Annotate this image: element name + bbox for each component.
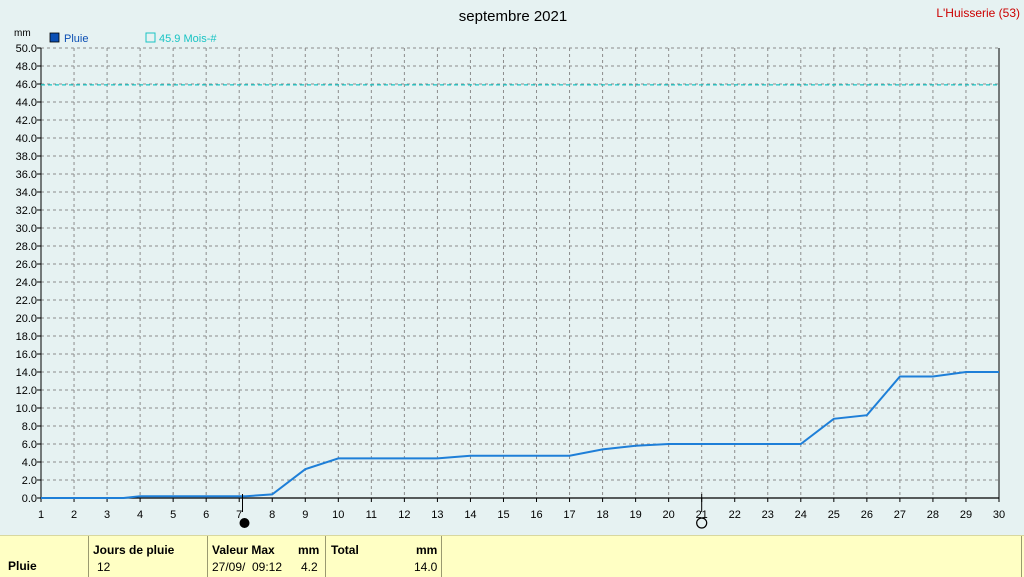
- x-tick-label: 5: [170, 509, 176, 521]
- stats-panel: Pluie Jours de pluie 12 Valeur Max mm 27…: [0, 535, 1024, 577]
- x-axis: 1 2 3 4 5 6 7 8 9 10 11 12 13 14 15 16 17 18 19 20 21 22 23 24 2…: [38, 497, 1005, 521]
- y-tick-label: 40.0: [16, 133, 37, 145]
- x-tick-label: 11: [366, 509, 377, 521]
- divider: [441, 536, 442, 577]
- x-tick-label: 16: [530, 509, 542, 521]
- x-tick-label: 7: [236, 509, 242, 521]
- y-tick-label: 46.0: [16, 79, 37, 91]
- legend-reference-swatch: [145, 32, 156, 43]
- x-tick-label: 26: [861, 509, 873, 521]
- x-tick-label: 1: [38, 509, 44, 521]
- x-tick-label: 10: [332, 509, 344, 521]
- y-tick-label: 4.0: [22, 457, 37, 469]
- y-tick-label: 26.0: [16, 259, 37, 271]
- max-value-header: Valeur Max: [212, 543, 275, 557]
- y-unit-label: mm: [14, 28, 31, 39]
- y-tick-label: 38.0: [16, 151, 37, 163]
- x-tick-label: 24: [795, 509, 807, 521]
- max-value-date: 27/09/: [212, 560, 246, 574]
- max-value-unit: mm: [298, 543, 320, 557]
- x-tick-label: 15: [497, 509, 509, 521]
- x-tick-label: 25: [828, 509, 840, 521]
- x-tick-label: 14: [464, 509, 476, 521]
- y-tick-label: 44.0: [16, 97, 37, 109]
- x-tick-label: 17: [563, 509, 575, 521]
- max-value-time: 09:12: [252, 560, 283, 574]
- chart-title: septembre 2021: [459, 8, 567, 25]
- station-name: L'Huisserie (53): [936, 6, 1020, 20]
- stats-row-label: Pluie: [8, 559, 37, 573]
- series-layer: [41, 84, 999, 499]
- y-tick-label: 8.0: [22, 421, 37, 433]
- y-tick-label: 14.0: [16, 367, 37, 379]
- legend-pluie-swatch: [49, 32, 60, 43]
- divider: [207, 536, 208, 577]
- x-tick-label: 20: [663, 509, 675, 521]
- y-tick-label: 50.0: [16, 43, 37, 55]
- x-tick-label: 2: [71, 509, 77, 521]
- y-tick-label: 28.0: [16, 241, 37, 253]
- rain-days-header: Jours de pluie: [93, 543, 175, 557]
- y-tick-label: 20.0: [16, 313, 37, 325]
- y-tick-label: 32.0: [16, 205, 37, 217]
- y-tick-label: 2.0: [22, 475, 37, 487]
- x-tick-label: 19: [629, 509, 641, 521]
- y-tick-label: 24.0: [16, 277, 37, 289]
- y-tick-label: 6.0: [22, 439, 37, 451]
- y-tick-label: 16.0: [16, 349, 37, 361]
- max-value-amount: 4.2: [301, 560, 318, 574]
- divider: [1021, 536, 1022, 577]
- x-tick-label: 21: [696, 509, 708, 521]
- total-header: Total: [331, 543, 359, 557]
- grid: [41, 47, 999, 498]
- x-tick-label: 9: [302, 509, 308, 521]
- full-moon-icon: [696, 517, 708, 529]
- rain-days-value: 12: [97, 560, 111, 574]
- legend-reference-label: 45.9 Mois-#: [159, 33, 217, 45]
- x-tick-label: 29: [960, 509, 972, 521]
- x-tick-label: 4: [137, 509, 143, 521]
- rain-chart: septembre 2021 L'Huisserie (53) mm Pluie…: [14, 6, 1020, 529]
- y-tick-label: 48.0: [16, 61, 37, 73]
- y-tick-label: 42.0: [16, 115, 37, 127]
- divider: [325, 536, 326, 577]
- y-tick-label: 30.0: [16, 223, 37, 235]
- x-tick-label: 30: [993, 509, 1005, 521]
- total-value: 14.0: [414, 560, 438, 574]
- x-tick-label: 23: [762, 509, 774, 521]
- y-tick-label: 0.0: [22, 493, 37, 505]
- x-tick-label: 13: [431, 509, 443, 521]
- y-tick-label: 10.0: [16, 403, 37, 415]
- x-tick-label: 3: [104, 509, 110, 521]
- y-tick-label: 36.0: [16, 169, 37, 181]
- rain-cumulative-line: [41, 371, 999, 499]
- x-tick-label: 6: [203, 509, 209, 521]
- y-tick-label: 22.0: [16, 295, 37, 307]
- y-tick-label: 12.0: [16, 385, 37, 397]
- divider: [88, 536, 89, 577]
- moon-phases: [239, 494, 708, 529]
- total-unit: mm: [416, 543, 438, 557]
- y-tick-label: 18.0: [16, 331, 37, 343]
- y-tick-label: 34.0: [16, 187, 37, 199]
- x-tick-label: 12: [398, 509, 410, 521]
- new-moon-icon: [239, 518, 250, 528]
- legend-pluie-label: Pluie: [64, 33, 88, 45]
- x-tick-label: 18: [596, 509, 608, 521]
- x-tick-label: 8: [269, 509, 275, 521]
- x-tick-label: 22: [729, 509, 741, 521]
- x-tick-label: 27: [894, 509, 906, 521]
- y-axis: 0.0 2.0 4.0 6.0 8.0 10.0 12.0 14.0 16.0 18.0 20.0 2…: [16, 43, 1000, 505]
- x-tick-label: 28: [927, 509, 939, 521]
